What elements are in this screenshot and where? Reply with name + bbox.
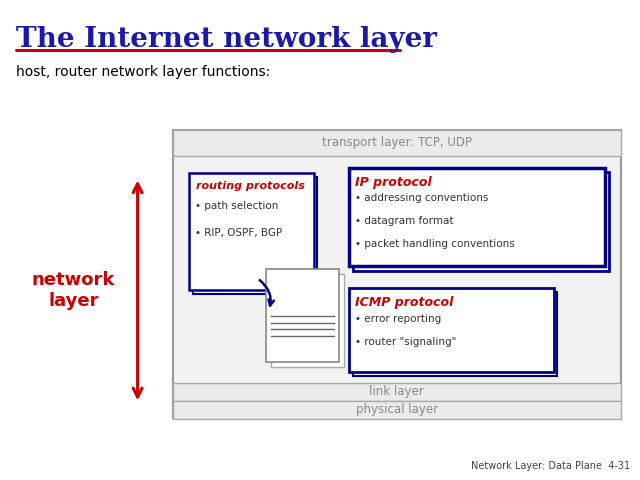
Text: forwarding
table: forwarding table	[274, 317, 331, 338]
FancyBboxPatch shape	[173, 383, 621, 401]
Text: transport layer: TCP, UDP: transport layer: TCP, UDP	[322, 136, 472, 149]
FancyBboxPatch shape	[193, 177, 317, 294]
Text: • router "signaling": • router "signaling"	[355, 337, 456, 348]
FancyBboxPatch shape	[353, 172, 609, 271]
Text: • error reporting: • error reporting	[355, 314, 442, 324]
FancyBboxPatch shape	[173, 401, 621, 419]
Text: host, router network layer functions:: host, router network layer functions:	[16, 65, 270, 79]
FancyBboxPatch shape	[349, 168, 605, 266]
Text: Network Layer: Data Plane  4-31: Network Layer: Data Plane 4-31	[471, 461, 630, 471]
Text: The Internet network layer: The Internet network layer	[16, 26, 437, 53]
Text: • path selection: • path selection	[195, 201, 278, 211]
FancyBboxPatch shape	[353, 292, 557, 376]
Text: link layer: link layer	[369, 385, 424, 398]
FancyBboxPatch shape	[271, 274, 344, 367]
Text: routing protocols: routing protocols	[196, 181, 305, 192]
FancyBboxPatch shape	[173, 130, 621, 156]
FancyBboxPatch shape	[189, 173, 314, 290]
Text: ICMP protocol: ICMP protocol	[355, 296, 454, 309]
Text: • packet handling conventions: • packet handling conventions	[355, 239, 515, 249]
Text: network
layer: network layer	[32, 271, 115, 310]
Text: physical layer: physical layer	[356, 403, 438, 417]
Text: IP protocol: IP protocol	[355, 176, 432, 189]
FancyBboxPatch shape	[173, 130, 621, 418]
Text: • RIP, OSPF, BGP: • RIP, OSPF, BGP	[195, 228, 282, 239]
FancyBboxPatch shape	[266, 269, 339, 362]
Text: • addressing conventions: • addressing conventions	[355, 193, 488, 203]
FancyBboxPatch shape	[349, 288, 554, 372]
Text: • datagram format: • datagram format	[355, 216, 454, 226]
